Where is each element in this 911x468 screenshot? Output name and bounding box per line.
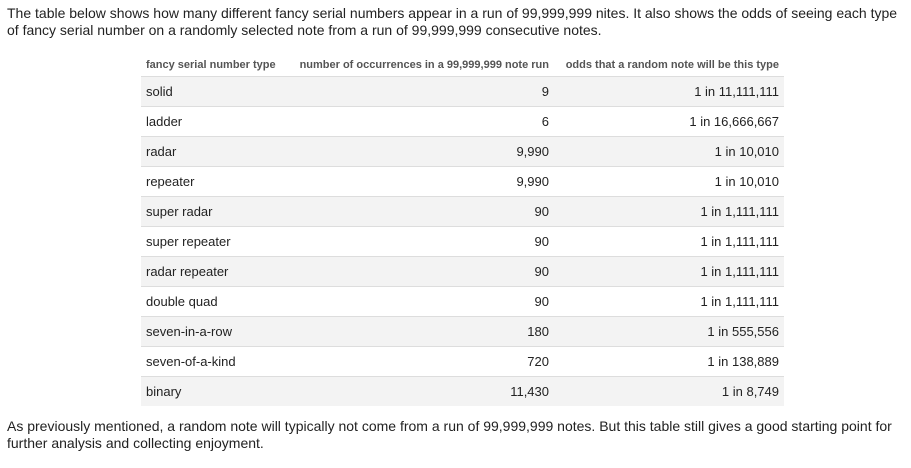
fancy-serial-table: fancy serial number type number of occur…: [141, 54, 784, 406]
row-occurrences: 6: [286, 106, 554, 137]
row-type: seven-in-a-row: [141, 316, 286, 347]
row-type: radar repeater: [141, 256, 286, 287]
row-type: radar: [141, 136, 286, 167]
header-type: fancy serial number type: [146, 59, 276, 71]
row-occurrences: 90: [286, 256, 554, 287]
table-row: ladder 6 1 in 16,666,667: [141, 106, 784, 137]
row-odds: 1 in 10,010: [554, 136, 784, 167]
table-row: binary 11,430 1 in 8,749: [141, 376, 784, 406]
header-odds: odds that a random note will be this typ…: [565, 59, 779, 71]
table-row: seven-in-a-row 180 1 in 555,556: [141, 316, 784, 347]
row-odds: 1 in 16,666,667: [554, 106, 784, 137]
row-occurrences: 90: [286, 286, 554, 317]
row-occurrences: 9,990: [286, 136, 554, 167]
row-occurrences: 9,990: [286, 166, 554, 197]
row-type: super repeater: [141, 226, 286, 257]
row-odds: 1 in 11,111,111: [554, 76, 784, 107]
row-odds: 1 in 1,111,111: [554, 226, 784, 257]
row-odds: 1 in 1,111,111: [554, 286, 784, 317]
row-odds: 1 in 8,749: [554, 376, 784, 406]
row-odds: 1 in 138,889: [554, 346, 784, 377]
row-type: super radar: [141, 196, 286, 227]
table-row: super radar 90 1 in 1,111,111: [141, 196, 784, 227]
table-row: super repeater 90 1 in 1,111,111: [141, 226, 784, 257]
row-occurrences: 90: [286, 196, 554, 227]
row-type: binary: [141, 376, 286, 406]
table-row: radar repeater 90 1 in 1,111,111: [141, 256, 784, 287]
row-occurrences: 180: [286, 316, 554, 347]
row-odds: 1 in 1,111,111: [554, 196, 784, 227]
row-occurrences: 90: [286, 226, 554, 257]
row-type: ladder: [141, 106, 286, 137]
row-type: double quad: [141, 286, 286, 317]
row-type: repeater: [141, 166, 286, 197]
row-odds: 1 in 1,111,111: [554, 256, 784, 287]
row-odds: 1 in 555,556: [554, 316, 784, 347]
row-type: solid: [141, 76, 286, 107]
table-row: radar 9,990 1 in 10,010: [141, 136, 784, 167]
table-row: repeater 9,990 1 in 10,010: [141, 166, 784, 197]
intro-paragraph: The table below shows how many different…: [7, 5, 898, 38]
row-odds: 1 in 10,010: [554, 166, 784, 197]
row-occurrences: 11,430: [286, 376, 554, 406]
outro-paragraph: As previously mentioned, a random note w…: [7, 418, 892, 451]
header-occurrences: number of occurrences in a 99,999,999 no…: [299, 59, 549, 71]
row-occurrences: 9: [286, 76, 554, 107]
row-type: seven-of-a-kind: [141, 346, 286, 377]
table-row: double quad 90 1 in 1,111,111: [141, 286, 784, 317]
table-header-row: fancy serial number type number of occur…: [141, 54, 784, 77]
row-occurrences: 720: [286, 346, 554, 377]
table-row: seven-of-a-kind 720 1 in 138,889: [141, 346, 784, 377]
table-row: solid 9 1 in 11,111,111: [141, 76, 784, 107]
